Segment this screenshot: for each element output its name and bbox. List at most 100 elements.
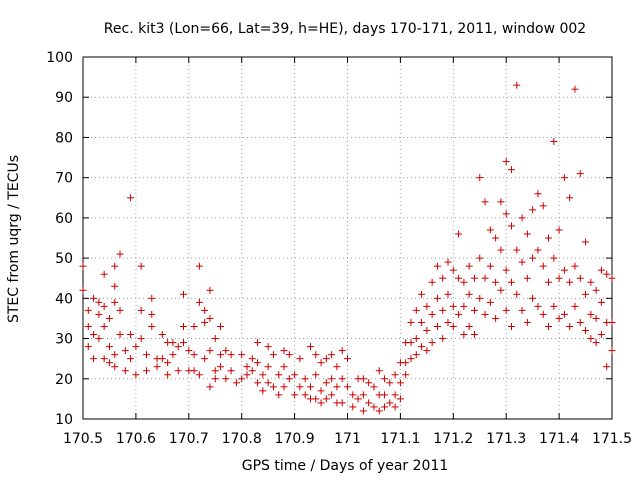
data-point (407, 318, 415, 326)
data-point (534, 190, 542, 198)
data-point (534, 302, 542, 310)
data-point (264, 379, 272, 387)
data-point (545, 234, 553, 242)
data-point (243, 371, 251, 379)
data-point (476, 294, 484, 302)
data-point (444, 290, 452, 298)
data-point (328, 351, 336, 359)
data-point (344, 383, 351, 391)
data-point (264, 363, 272, 371)
data-point (206, 314, 214, 322)
data-point (486, 226, 494, 234)
data-point (460, 302, 468, 310)
data-point (439, 306, 447, 314)
data-point (555, 314, 563, 322)
data-point (592, 286, 600, 294)
data-point (333, 383, 341, 391)
data-point (560, 310, 568, 318)
data-point (137, 306, 145, 314)
data-point (296, 383, 304, 391)
data-point (523, 274, 531, 282)
data-point (195, 371, 203, 379)
y-tick-label: 20 (55, 372, 73, 388)
data-point (127, 194, 135, 202)
data-point (582, 238, 590, 246)
data-point (391, 403, 399, 411)
data-point (597, 298, 605, 306)
data-point (121, 367, 129, 375)
x-tick-label: 171.2 (433, 431, 473, 447)
data-point (582, 290, 590, 298)
data-point (180, 339, 188, 347)
data-point (470, 274, 478, 282)
data-point (470, 331, 478, 339)
data-point (391, 371, 399, 379)
grid (83, 57, 612, 419)
x-axis-label: GPS time / Days of year 2011 (242, 458, 449, 474)
data-point (370, 383, 378, 391)
data-point (566, 322, 574, 330)
data-point (190, 351, 198, 359)
data-point (555, 226, 563, 234)
data-point (359, 407, 367, 415)
data-point (195, 262, 203, 270)
data-point (100, 302, 108, 310)
data-point (555, 274, 563, 282)
data-point (211, 375, 219, 383)
data-point (217, 363, 225, 371)
data-point (275, 391, 283, 399)
data-point (486, 298, 494, 306)
data-point (121, 347, 129, 355)
data-point (174, 343, 182, 351)
data-point (513, 290, 521, 298)
data-point (507, 166, 515, 174)
y-tick-label: 60 (55, 211, 73, 227)
data-point (428, 310, 436, 318)
data-point (418, 343, 426, 351)
data-point (539, 202, 547, 210)
data-point (317, 359, 325, 367)
data-point (344, 355, 351, 363)
data-point (370, 403, 378, 411)
data-point (492, 234, 500, 242)
data-point (84, 306, 92, 314)
data-point (386, 379, 394, 387)
data-point (111, 298, 119, 306)
data-point (608, 347, 616, 355)
data-point (111, 282, 119, 290)
data-point (317, 399, 325, 407)
data-point (492, 314, 500, 322)
data-point (592, 314, 600, 322)
data-point (529, 294, 537, 302)
data-point (158, 355, 166, 363)
data-point (481, 310, 489, 318)
data-point (497, 286, 505, 294)
data-point (381, 375, 389, 383)
data-point (322, 355, 330, 363)
data-point (455, 310, 463, 318)
data-point (248, 367, 256, 375)
data-point (539, 262, 547, 270)
data-point (201, 318, 209, 326)
data-point (582, 327, 590, 335)
data-point (243, 363, 251, 371)
data-point (338, 347, 346, 355)
x-tick-label: 171.5 (592, 431, 632, 447)
y-tick-label: 100 (46, 50, 73, 66)
y-tick-label: 70 (55, 171, 73, 187)
data-point (402, 359, 410, 367)
data-point (587, 278, 595, 286)
data-point (465, 262, 473, 270)
data-point (513, 81, 521, 89)
y-tick-label: 30 (55, 332, 73, 348)
data-point (608, 274, 616, 282)
data-point (571, 85, 579, 93)
data-point (375, 407, 383, 415)
data-point (433, 262, 441, 270)
data-point (402, 371, 410, 379)
x-tick-label: 170.5 (63, 431, 103, 447)
data-point (127, 355, 135, 363)
data-point (142, 367, 150, 375)
data-point (328, 375, 336, 383)
